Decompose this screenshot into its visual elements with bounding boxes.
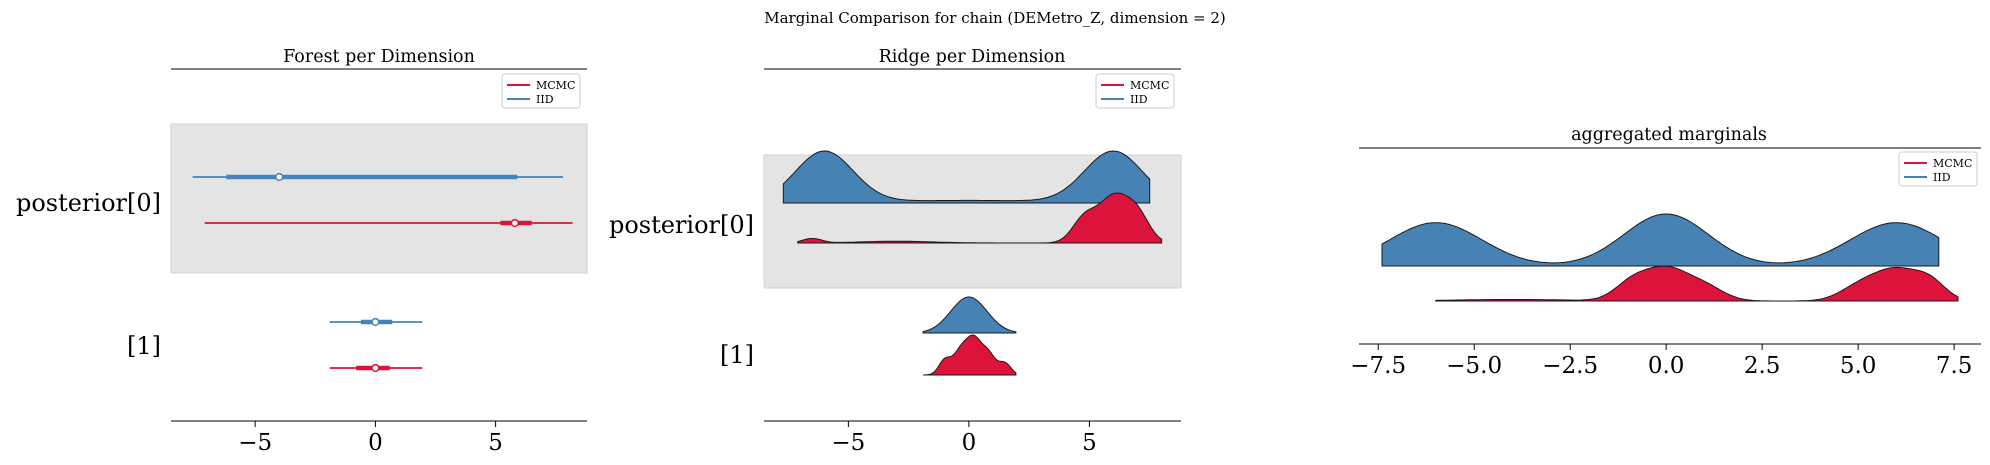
- legend-label: MCMC: [536, 79, 575, 92]
- median-point: [275, 172, 284, 182]
- ridge-density: [1381, 213, 1940, 267]
- forest-panel: Forest per Dimension posterior[0] [1] MCMC…: [16, 47, 588, 456]
- median-point: [371, 317, 380, 327]
- row-label: posterior[0]: [16, 189, 161, 217]
- panel-title: aggregated marginals: [1571, 125, 1767, 145]
- ridge-density: [1435, 265, 1959, 302]
- legend-label: IID: [1933, 171, 1951, 184]
- ridge-density: [923, 334, 1017, 376]
- x-tick-label: 7.5: [1936, 353, 1973, 379]
- legend-label: MCMC: [1130, 79, 1169, 92]
- panel-title: Forest per Dimension: [283, 47, 475, 67]
- ridge-density: [922, 296, 1017, 334]
- x-tick-label: 5: [1082, 430, 1097, 456]
- x-tick-label: −7.5: [1350, 353, 1406, 379]
- x-tick-label: 5: [488, 430, 503, 456]
- legend-label: IID: [536, 93, 554, 106]
- legend-label: MCMC: [1933, 157, 1972, 170]
- median-point: [371, 363, 380, 373]
- x-tick-label: 5.0: [1840, 353, 1877, 379]
- row-label: posterior[0]: [609, 211, 754, 239]
- x-tick-label: 0: [962, 430, 977, 456]
- shaded-band: [170, 123, 588, 274]
- ridge-panel: Ridge per Dimension posterior[0] [1] MCMCI…: [609, 47, 1182, 456]
- x-tick-label: 2.5: [1744, 353, 1781, 379]
- legend-label: IID: [1130, 93, 1148, 106]
- row-label: [1]: [720, 341, 754, 369]
- x-tick-label: −5.0: [1446, 353, 1502, 379]
- median-point: [510, 218, 520, 228]
- x-tick-label: −5: [831, 430, 865, 456]
- x-tick-label: −5: [238, 430, 272, 456]
- panel-title: Ridge per Dimension: [879, 47, 1066, 67]
- row-label: [1]: [127, 332, 161, 360]
- x-tick-label: −2.5: [1542, 353, 1598, 379]
- figure-title: Marginal Comparison for chain (DEMetro_Z…: [764, 9, 1226, 27]
- ridge-density: [797, 192, 1163, 244]
- x-tick-label: 0.0: [1648, 353, 1685, 379]
- x-tick-label: 0: [368, 430, 383, 456]
